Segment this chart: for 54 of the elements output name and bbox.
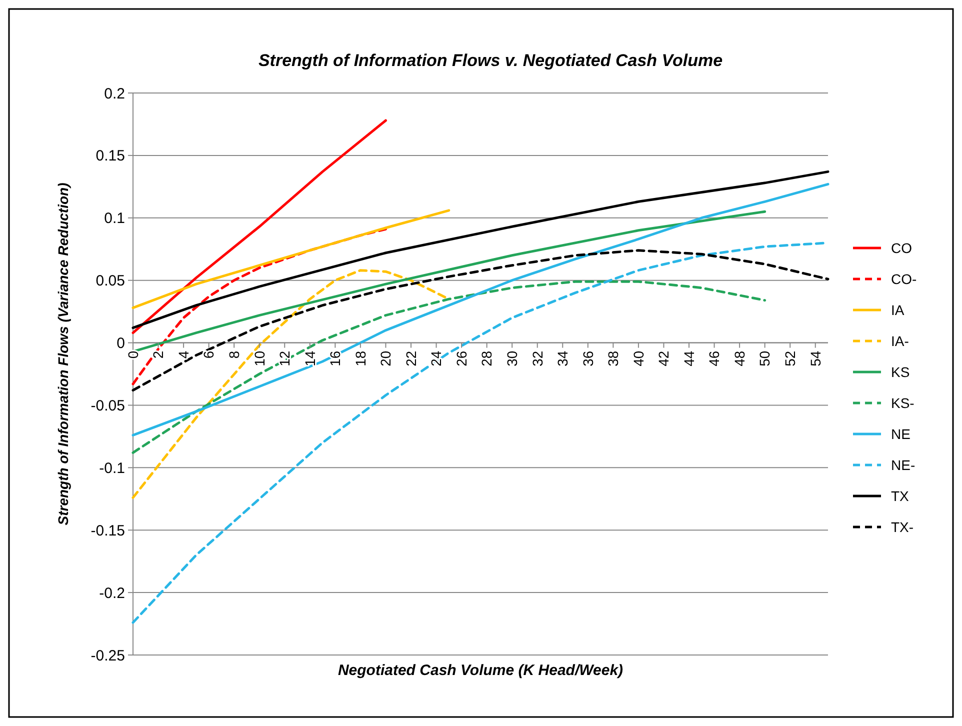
legend-label: IA- — [891, 332, 910, 349]
x-tick-label: 44 — [680, 350, 697, 366]
x-tick-label: 26 — [453, 350, 470, 366]
x-tick-label: 4 — [175, 350, 192, 359]
chart-title: Strength of Information Flows v. Negotiated Cash Volume — [258, 51, 723, 70]
x-tick-label: 40 — [630, 350, 646, 366]
y-tick-label: 0.05 — [96, 272, 125, 290]
x-axis-title: Negotiated Cash Volume (K Head/Week) — [338, 662, 624, 679]
y-tick-label: -0.05 — [90, 397, 125, 414]
x-tick-label: 2 — [150, 350, 166, 359]
x-tick-label: 32 — [529, 350, 546, 366]
legend-label: TX — [891, 488, 910, 504]
x-tick-label: 38 — [605, 350, 622, 366]
x-tick-label: 46 — [706, 350, 722, 366]
x-tick-label: 20 — [378, 350, 394, 366]
y-tick-label: -0.2 — [99, 584, 125, 602]
x-tick-label: 34 — [554, 350, 571, 366]
x-tick-label: 12 — [276, 350, 293, 366]
legend-label: KS- — [891, 394, 915, 411]
x-tick-label: 6 — [200, 350, 217, 359]
x-tick-label: 48 — [731, 350, 748, 366]
x-tick-label: 22 — [402, 350, 419, 366]
x-tick-label: 8 — [226, 350, 242, 359]
x-tick-label: 42 — [656, 350, 672, 366]
y-tick-label: -0.25 — [90, 647, 125, 664]
x-tick-label: 14 — [302, 350, 318, 366]
legend-label: NE — [891, 426, 910, 442]
x-tick-label: 18 — [352, 350, 368, 366]
legend-label: KS — [891, 364, 910, 380]
x-tick-label: 50 — [756, 350, 773, 366]
x-tick-label: 36 — [580, 350, 596, 366]
x-tick-label: 52 — [782, 350, 798, 366]
legend-label: CO — [891, 240, 912, 256]
y-tick-label: 0.15 — [96, 148, 125, 165]
x-tick-label: 28 — [478, 350, 495, 366]
y-tick-label: 0.2 — [104, 85, 125, 102]
x-tick-label: 24 — [428, 350, 444, 366]
legend-label: TX- — [891, 518, 914, 535]
legend-label: IA — [891, 302, 905, 318]
y-tick-label: 0.1 — [104, 210, 125, 228]
y-tick-label: -0.1 — [99, 460, 125, 477]
line-series — [132, 119, 387, 334]
line-series — [132, 209, 450, 310]
x-tick-label: 16 — [327, 350, 344, 366]
legend-label: CO- — [891, 270, 917, 287]
y-tick-label: -0.15 — [90, 522, 125, 540]
x-tick-label: 54 — [807, 350, 824, 366]
y-axis-title: Strength of Information Flows (Variance Reduction) — [55, 182, 71, 526]
line-series — [132, 170, 830, 330]
x-tick-label: 0 — [124, 350, 141, 359]
line-series — [132, 210, 766, 353]
x-tick-label: 10 — [251, 350, 268, 366]
legend-label: NE- — [891, 456, 916, 473]
x-tick-label: 30 — [504, 350, 520, 366]
